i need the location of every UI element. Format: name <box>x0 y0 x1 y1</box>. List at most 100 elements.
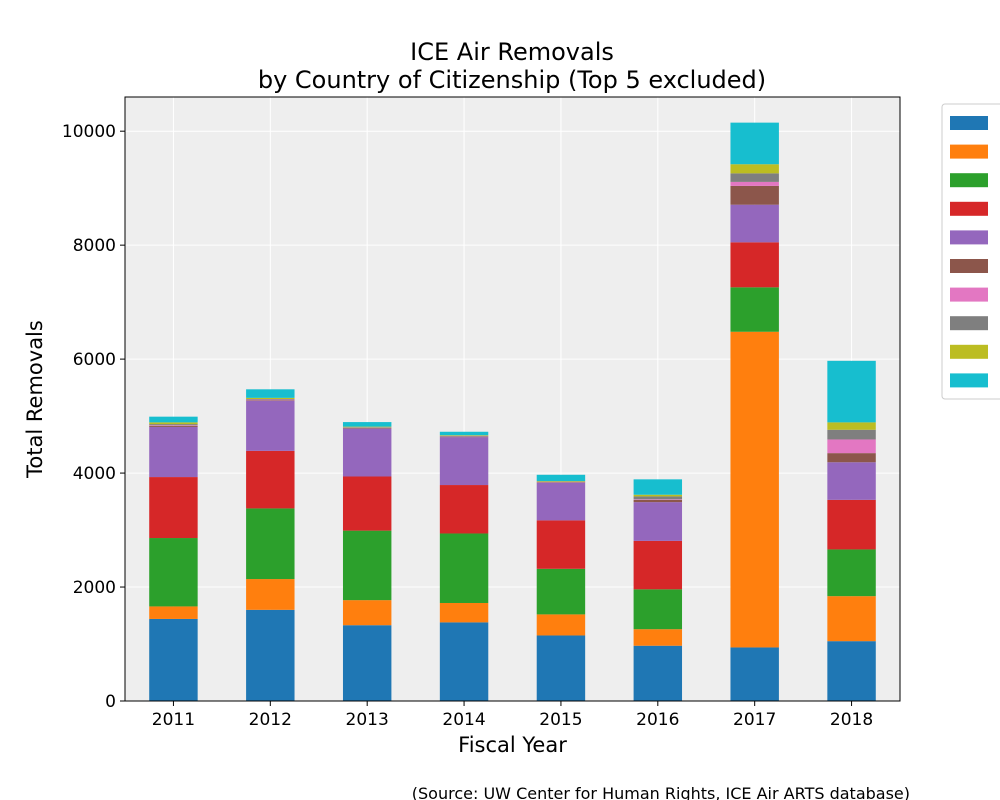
bar-segment <box>536 635 586 701</box>
bar-segment <box>827 499 876 550</box>
plot-frame <box>124 96 901 702</box>
bar-segment <box>149 425 198 426</box>
bar-segment <box>439 622 489 701</box>
bar-segment <box>439 437 489 486</box>
bar-segment <box>827 641 876 701</box>
legend-swatch <box>950 259 988 273</box>
bar-segment <box>536 614 586 636</box>
legend-swatch <box>950 173 988 188</box>
chart-title-line: ICE Air Removals <box>410 38 614 66</box>
bar-segment <box>536 568 586 615</box>
legend-swatch <box>950 144 988 159</box>
bar-segment <box>536 474 586 482</box>
x-tick-label: 2014 <box>442 710 485 730</box>
bar-segment <box>439 485 489 534</box>
y-tick-label: 10000 <box>62 122 116 142</box>
bar-segment <box>730 647 779 701</box>
x-tick-label: 2011 <box>152 710 195 730</box>
bar-segment <box>439 533 489 603</box>
bar-segment <box>439 436 489 438</box>
y-tick-label: 8000 <box>73 236 116 256</box>
bar-segment <box>730 331 779 648</box>
bar-segment <box>342 600 392 626</box>
bar-segment <box>827 439 876 454</box>
bar-segment <box>536 482 586 483</box>
bar-segment <box>246 579 295 610</box>
bar-segment <box>246 389 295 398</box>
bar-segment <box>633 502 683 541</box>
x-tick-label: 2016 <box>636 710 679 730</box>
bar-segment <box>246 508 295 580</box>
legend-swatch <box>950 316 988 331</box>
legend-swatch <box>950 287 988 302</box>
bar-segment <box>730 185 779 205</box>
bar-segment <box>536 520 586 569</box>
bar-segment <box>149 425 198 427</box>
bar-segment <box>730 173 779 182</box>
bar-segment <box>342 427 392 428</box>
bar-segment <box>730 287 779 332</box>
bar-segment <box>730 181 779 186</box>
bar-segment <box>246 450 295 509</box>
bar-segment <box>246 399 295 401</box>
bar-segment <box>827 422 876 430</box>
bar-segment <box>633 589 683 630</box>
legend <box>941 103 1000 400</box>
bar-segment <box>246 609 295 701</box>
bar-segment <box>342 476 392 531</box>
bar-segment <box>827 462 876 500</box>
bar-segment <box>730 204 779 243</box>
y-tick-label: 6000 <box>73 350 116 370</box>
bar-segment <box>439 435 489 436</box>
x-tick-label: 2018 <box>830 710 873 730</box>
x-axis-label: Fiscal Year <box>458 733 567 757</box>
bar-segment <box>633 496 683 500</box>
bar-segment <box>827 429 876 440</box>
bar-segment <box>827 360 876 423</box>
bar-segment <box>149 618 198 701</box>
bars <box>149 122 876 701</box>
bar-segment <box>246 397 295 399</box>
chart-title-line: by Country of Citizenship (Top 5 exclude… <box>258 66 766 94</box>
bar-segment <box>246 400 295 401</box>
legend-swatch <box>950 230 988 245</box>
bar-segment <box>633 645 683 701</box>
bar-segment <box>149 538 198 607</box>
y-axis: 0 2000 4000 6000 8000 10000 <box>62 122 125 712</box>
legend-swatch <box>950 373 988 388</box>
bar-segment <box>827 453 876 463</box>
bar-segment <box>633 499 683 503</box>
bar-segment <box>342 625 392 701</box>
y-tick-label: 2000 <box>73 578 116 598</box>
bar-segment <box>149 477 198 539</box>
bar-segment <box>342 530 392 601</box>
bar-segment <box>536 481 586 482</box>
bar-segment <box>827 596 876 642</box>
plot-area <box>125 97 900 701</box>
legend-swatch <box>950 344 988 359</box>
bar-segment <box>633 629 683 646</box>
x-tick-label: 2015 <box>539 710 582 730</box>
y-tick-label: 0 <box>105 692 116 712</box>
bar-segment <box>730 164 779 174</box>
bar-segment <box>149 424 198 426</box>
y-axis-label: Total Removals <box>23 320 47 479</box>
bar-segment <box>730 242 779 288</box>
x-tick-label: 2017 <box>733 710 776 730</box>
bar-segment <box>536 482 586 521</box>
bar-segment <box>149 422 198 425</box>
bar-segment <box>439 431 489 436</box>
bar-segment <box>633 494 683 497</box>
bar-segment <box>246 400 295 451</box>
legend-swatch <box>950 116 988 130</box>
bar-segment <box>246 399 295 400</box>
x-tick-label: 2013 <box>346 710 389 730</box>
bar-segment <box>633 499 683 500</box>
bar-segment <box>149 416 198 423</box>
source-note: (Source: UW Center for Human Rights, ICE… <box>412 784 910 800</box>
bar-segment <box>342 426 392 428</box>
x-tick-label: 2012 <box>249 710 292 730</box>
bar-segment <box>342 428 392 429</box>
